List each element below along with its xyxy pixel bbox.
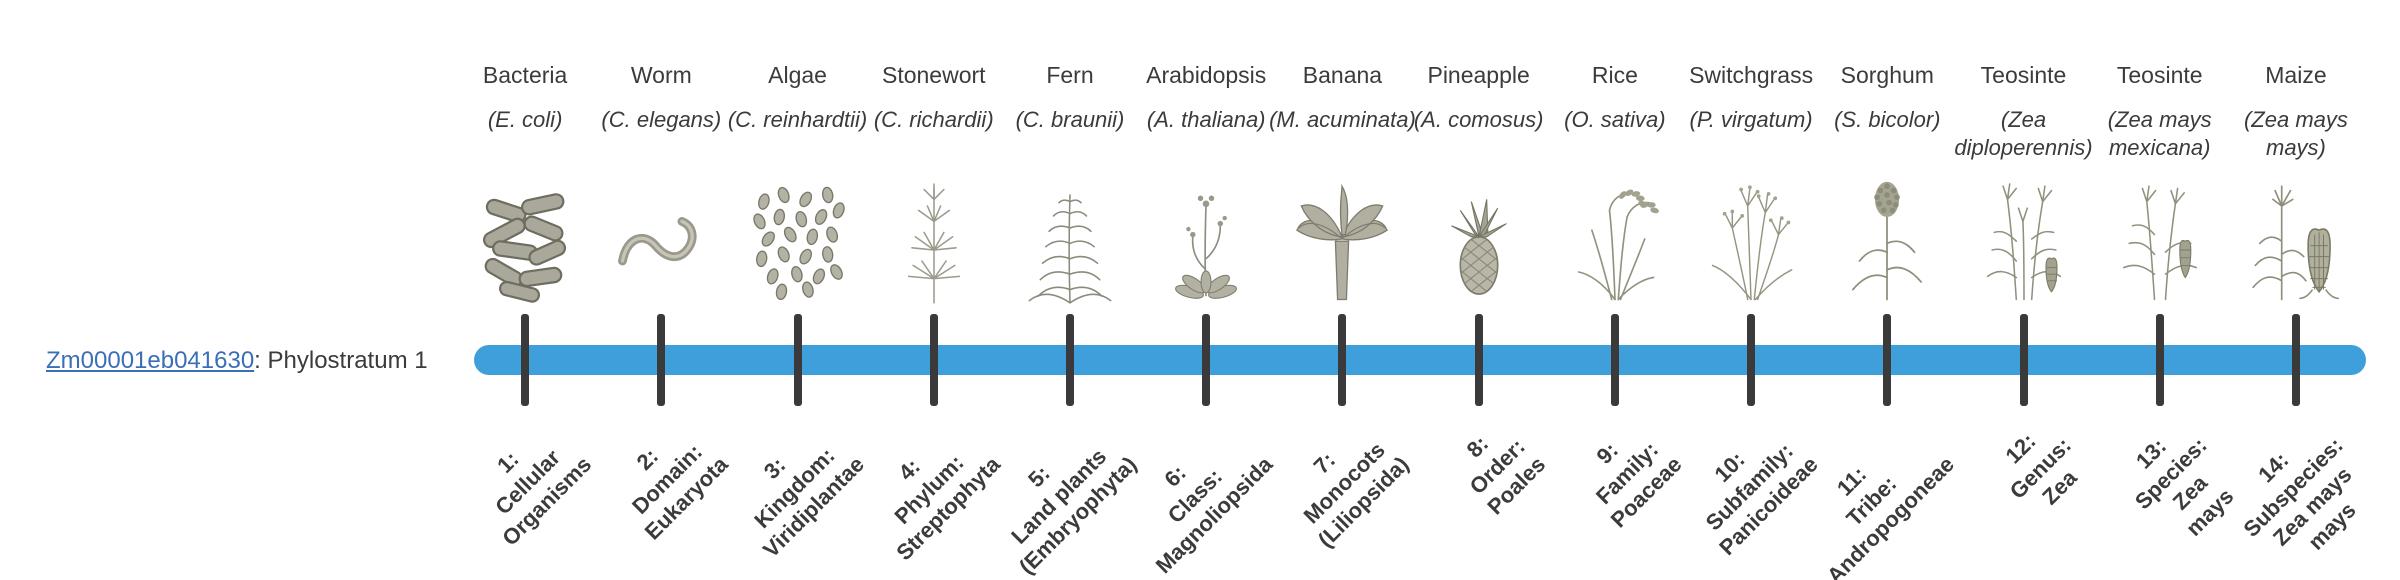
organism-name: Sorghum: [1840, 62, 1934, 88]
phylostratum-column: Teosinte (Zea mays mexicana) 13: Species…: [2092, 0, 2239, 580]
bacteria-icon: [471, 173, 579, 305]
organism-name: Rice: [1591, 62, 1638, 88]
timeline-tick: [1883, 314, 1892, 406]
teosinte-b-icon: [2106, 173, 2214, 305]
organism-name: Pineapple: [1427, 62, 1530, 88]
phylostratum-label: 7: Monocots (Liliopsida): [1298, 436, 1414, 553]
organism-scientific-name: (E. coli): [487, 107, 563, 132]
gene-label: Zm00001eb041630: Phylostratum 1: [46, 347, 428, 375]
switchgrass-icon: [1697, 173, 1805, 305]
phylostratum-label: 1: Cellular Organisms: [490, 444, 597, 551]
timeline-tick: [2155, 314, 2164, 406]
fern-icon: [1016, 173, 1124, 305]
banana-icon: [1288, 173, 1396, 305]
phylostratum-label: 9: Family: Poaceae: [1590, 436, 1687, 533]
timeline-tick: [793, 314, 802, 406]
organism-scientific-name: (C. reinhardtii): [727, 107, 868, 132]
organism-scientific-name: (M. acuminata): [1269, 107, 1416, 132]
phylostratum-column: Arabidopsis (A. thaliana) 6: Class: Magn…: [1138, 0, 1277, 580]
timeline-tick: [657, 314, 666, 406]
phylostratum-column: Switchgrass (P. virgatum) 10: Subfamily:…: [1683, 0, 1822, 580]
organism-scientific-name: (S. bicolor): [1834, 107, 1941, 132]
maize-icon: [2242, 173, 2350, 305]
organism-scientific-name: (A. thaliana): [1146, 107, 1266, 132]
phylostratum-column: Maize (Zea mays mays) 14: Subspecies: Ze…: [2228, 0, 2364, 580]
phylostratum-column: Worm (C. elegans) 2: Domain: Eukaryota: [593, 0, 732, 580]
algae-icon: [744, 173, 852, 305]
gene-id-link[interactable]: Zm00001eb041630: [46, 347, 255, 374]
organism-name: Switchgrass: [1689, 62, 1814, 88]
organism-scientific-name: (Zea diploperennis): [1954, 107, 2093, 160]
pineapple-icon: [1425, 173, 1533, 305]
phylostratum-column: Banana (M. acuminata) 7: Monocots (Lilio…: [1269, 0, 1416, 580]
phylostratum-column: Rice (O. sativa) 9: Family: Poaceae: [1547, 0, 1686, 580]
organism-scientific-name: (O. sativa): [1564, 107, 1666, 132]
organism-name: Teosinte: [1980, 62, 2067, 88]
organism-name: Algae: [768, 62, 827, 88]
phylostratum-label: 14: Subspecies: Zea mays mays: [2238, 432, 2361, 555]
organism-scientific-name: (A. comosus): [1413, 107, 1544, 132]
organism-scientific-name: (Zea mays mexicana): [2107, 107, 2212, 160]
rice-icon: [1561, 173, 1669, 305]
teosinte-a-icon: [1970, 173, 2078, 305]
phylostratum-column: Algae (C. reinhardtii) 3: Kingdom: Virid…: [728, 0, 869, 580]
organism-scientific-name: (P. virgatum): [1689, 107, 1813, 132]
phylostratum-column: Sorghum (S. bicolor) 11: Tribe: Andropog…: [1819, 0, 1959, 580]
organism-scientific-name: (C. elegans): [601, 107, 722, 132]
phylostratum-text: : Phylostratum 1: [254, 347, 428, 374]
organism-scientific-name: (C. braunii): [1015, 107, 1125, 132]
phylostratum-label: 12: Genus: Zea: [2000, 428, 2082, 510]
phylostratum-column: Stonewort (C. richardii) 4: Phylum: Stre…: [866, 0, 1005, 580]
organism-name: Worm: [630, 62, 692, 88]
organism-scientific-name: (C. richardii): [873, 107, 994, 132]
timeline-tick: [1474, 314, 1483, 406]
organism-name: Bacteria: [482, 62, 568, 88]
phylostratum-column: Pineapple (A. comosus) 8: Order: Poales: [1411, 0, 1550, 580]
phylostratum-column: Fern (C. braunii) 5: Land plants (Embryo…: [1002, 0, 1142, 580]
phylostratum-label: 2: Domain: Eukaryota: [626, 438, 733, 545]
arabidopsis-icon: [1152, 173, 1260, 305]
worm-icon: [607, 173, 715, 305]
timeline-tick: [1338, 314, 1347, 406]
sorghum-icon: [1833, 173, 1941, 305]
phylostratum-label: 4: Phylum: Streptophyta: [889, 449, 1006, 566]
organism-name: Banana: [1302, 62, 1383, 88]
timeline-tick: [1065, 314, 1074, 406]
organism-name: Stonewort: [881, 62, 986, 88]
timeline-tick: [1202, 314, 1211, 406]
phylostratum-label: 3: Kingdom: Viridiplantae: [748, 442, 869, 563]
timeline-tick: [2291, 314, 2300, 406]
timeline-tick: [1747, 314, 1756, 406]
phylostratum-label: 8: Order: Poales: [1461, 430, 1550, 520]
timeline-tick: [1610, 314, 1619, 406]
organism-name: Maize: [2265, 62, 2327, 88]
organism-name: Fern: [1046, 62, 1094, 88]
timeline-tick: [929, 314, 938, 406]
timeline-tick: [521, 314, 530, 406]
organism-scientific-name: (Zea mays mays): [2243, 107, 2348, 160]
timeline-columns: Bacteria (E. coli) 1: Cellular Organisms…: [457, 0, 2364, 580]
phylostratum-column: Bacteria (E. coli) 1: Cellular Organisms: [457, 0, 596, 580]
phylostratum-column: Teosinte (Zea diploperennis) 12: Genus: …: [1954, 0, 2092, 580]
organism-name: Teosinte: [2116, 62, 2203, 88]
organism-name: Arabidopsis: [1146, 62, 1267, 88]
timeline-bar: [474, 345, 2366, 375]
stonewort-icon: [880, 173, 988, 305]
timeline-tick: [2019, 314, 2028, 406]
